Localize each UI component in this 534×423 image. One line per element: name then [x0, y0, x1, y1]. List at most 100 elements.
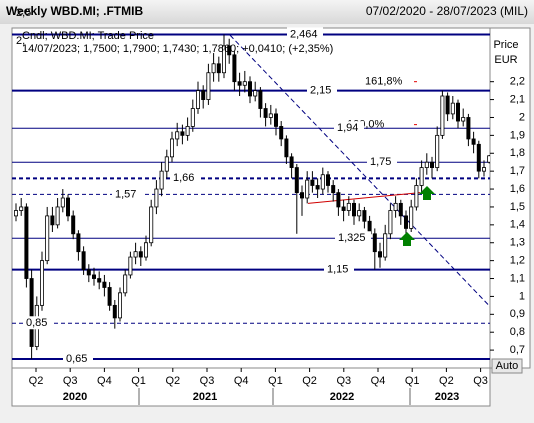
y-tick-label: 2,2: [510, 76, 525, 88]
header-range: 07/02/2020 - 28/07/2023 (MIL): [366, 4, 528, 18]
candle-body: [112, 304, 117, 319]
candle-body: [461, 117, 466, 122]
x-tick-label: Q1: [405, 375, 420, 387]
top-label: 2,: [16, 35, 25, 47]
candle-body: [201, 90, 206, 100]
candle-body: [237, 81, 242, 86]
candle-body: [29, 278, 34, 347]
candle-body: [455, 102, 460, 122]
candle-body: [211, 63, 216, 74]
x-tick-label: Q1: [131, 375, 146, 387]
candle-body: [185, 126, 190, 136]
candle-body: [128, 256, 133, 276]
x-tick-label: Q3: [63, 375, 78, 387]
candle-body: [487, 155, 490, 163]
candle-body: [377, 251, 382, 258]
candle-body: [232, 54, 237, 83]
candle-body: [299, 192, 304, 199]
candle-body: [154, 188, 159, 208]
level-label: 1,66: [173, 172, 194, 184]
year-label: 2021: [193, 391, 217, 403]
candle-body: [284, 138, 289, 158]
header-bar: [0, 0, 534, 24]
level-label-bg: [63, 352, 93, 366]
y-tick-label: 0,9: [510, 308, 525, 320]
candle-body: [351, 202, 356, 217]
top-label: 2,5: [16, 7, 31, 19]
candle-body: [86, 269, 91, 276]
legend-line: Cndl; WBD.MI; Trade Price: [22, 30, 154, 42]
candle-body: [393, 202, 398, 211]
candle-body: [279, 126, 284, 140]
level-label-bg: [287, 27, 323, 41]
level-label: 1,94: [337, 122, 358, 134]
y-tick-label: 2: [519, 111, 525, 123]
y-tick-label: 1,7: [510, 165, 525, 177]
candle-body: [331, 185, 336, 194]
candle-body: [320, 174, 325, 190]
candle-body: [216, 63, 221, 74]
candle-body: [143, 242, 148, 258]
candle-body: [258, 90, 263, 109]
candle-body: [362, 210, 367, 222]
candle-body: [164, 156, 169, 172]
candle-body: [383, 233, 388, 258]
candle-body: [341, 206, 346, 211]
candle-body: [471, 138, 476, 145]
candle-body: [45, 215, 50, 262]
candle-body: [169, 138, 174, 158]
candle-body: [435, 134, 440, 168]
level-label-bg: [335, 231, 371, 245]
candle-body: [97, 278, 102, 283]
candle-body: [66, 197, 71, 217]
x-tick-label: Q2: [302, 375, 317, 387]
candle-body: [305, 179, 310, 199]
x-tick-label: Q2: [439, 375, 454, 387]
candle-body: [466, 117, 471, 140]
candle-body: [440, 95, 445, 136]
level-label: 0,65: [66, 353, 87, 365]
candle-body: [315, 185, 320, 190]
candle-body: [419, 167, 424, 186]
candle-body: [133, 251, 138, 258]
candle-body: [92, 274, 97, 279]
candle-body: [253, 90, 258, 97]
trendline: [307, 192, 421, 204]
candle-body: [221, 45, 226, 74]
fib-label: 161,8%: [365, 76, 403, 88]
candle-body: [414, 185, 419, 208]
auto-button-label[interactable]: Auto: [496, 360, 519, 372]
candle-body: [398, 202, 403, 217]
candle-body: [336, 192, 341, 208]
candle-body: [310, 179, 315, 186]
candle-body: [175, 131, 180, 140]
candle-body: [81, 251, 86, 270]
candle-body: [388, 210, 393, 235]
candle-body: [403, 215, 408, 229]
candle-body: [107, 287, 112, 306]
candle-body: [206, 72, 211, 100]
candle-body: [190, 108, 195, 127]
candle-body: [149, 206, 154, 244]
y-tick-label: 1,9: [510, 129, 525, 141]
year-label: 2023: [435, 391, 459, 403]
candle-body: [180, 131, 185, 136]
candle-body: [195, 90, 200, 109]
x-tick-label: Q2: [165, 375, 180, 387]
auto-button[interactable]: [491, 358, 523, 374]
candle-body: [263, 108, 268, 118]
candle-body: [294, 167, 299, 194]
candle-body: [476, 143, 481, 172]
y-tick-label: 0,8: [510, 326, 525, 338]
x-tick-label: Q3: [200, 375, 215, 387]
candle-body: [118, 292, 123, 319]
y-tick-label: 0,7: [510, 344, 525, 356]
candle-body: [60, 197, 65, 208]
year-label: 2022: [330, 391, 354, 403]
level-label: 2,15: [310, 85, 331, 97]
level-label: 1,75: [370, 156, 391, 168]
x-tick-label: Q2: [29, 375, 44, 387]
candle-body: [159, 170, 164, 190]
candle-body: [71, 215, 76, 235]
